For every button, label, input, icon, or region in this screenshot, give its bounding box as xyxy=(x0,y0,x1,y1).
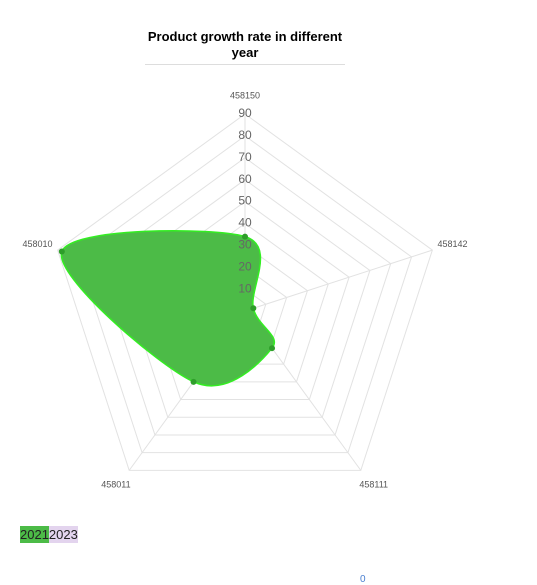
axis-line xyxy=(244,249,433,312)
axis-label: 458142 xyxy=(437,239,467,249)
radar-area xyxy=(60,230,276,387)
y-tick-label: 40 xyxy=(238,216,252,230)
y-tick-label: 70 xyxy=(238,150,252,164)
y-tick-label: 10 xyxy=(238,281,252,295)
legend-item[interactable]: 2021 xyxy=(20,526,49,543)
footer-text: 0 xyxy=(360,574,366,585)
legend: 2021 2023 xyxy=(20,526,78,543)
y-tick-label: 30 xyxy=(238,238,252,252)
axis-label: 458111 xyxy=(359,479,388,489)
axis-label: 458010 xyxy=(22,239,52,249)
y-tick-label: 60 xyxy=(238,172,252,186)
y-tick-label: 90 xyxy=(238,106,252,120)
legend-item[interactable]: 2023 xyxy=(48,526,78,543)
y-tick-label: 50 xyxy=(238,194,252,208)
chart-title: Product growth rate in different year xyxy=(145,29,345,65)
data-point xyxy=(242,233,248,240)
data-point xyxy=(190,378,197,385)
axis-label: 458011 xyxy=(101,479,130,489)
y-tick-label: 80 xyxy=(238,128,252,142)
data-point xyxy=(269,345,276,352)
y-tick-label: 20 xyxy=(238,259,252,273)
axis-label: 458150 xyxy=(230,90,260,100)
data-point xyxy=(58,248,65,255)
grid-ring xyxy=(57,113,433,471)
data-point xyxy=(250,305,257,312)
